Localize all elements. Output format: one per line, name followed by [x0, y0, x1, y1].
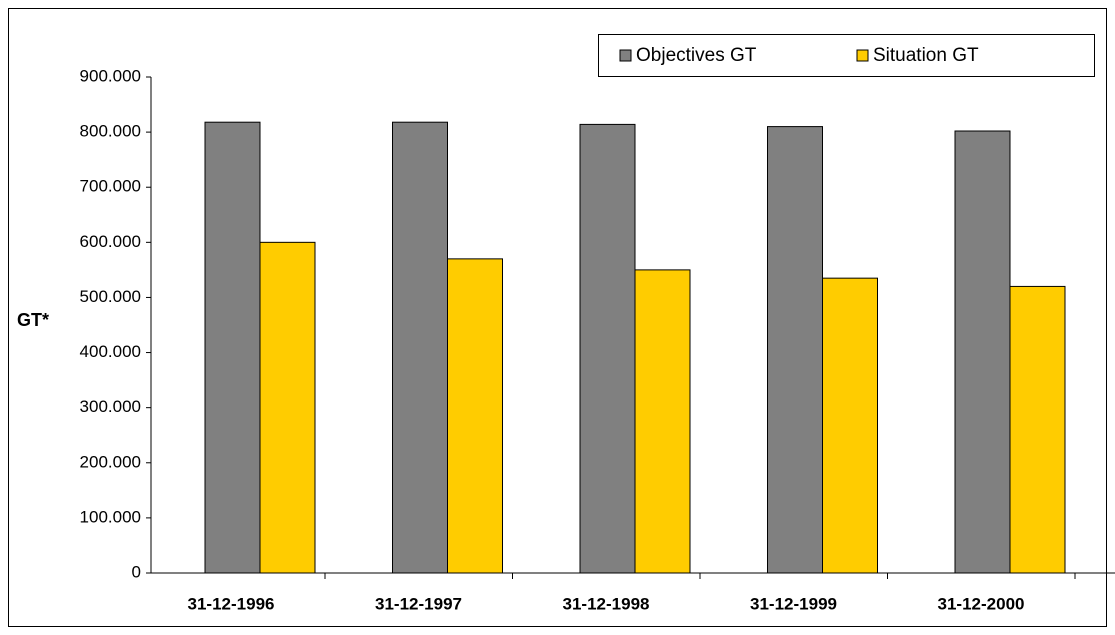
legend-swatch [856, 49, 869, 62]
x-tick-label: 31-12-1996 [188, 594, 275, 613]
y-tick-label: 700.000 [80, 177, 141, 196]
y-tick-label: 300.000 [80, 397, 141, 416]
y-tick-label: 800.000 [80, 122, 141, 141]
bar [822, 277, 878, 574]
x-tick-label: 31-12-2000 [938, 594, 1025, 613]
y-tick-label: 100.000 [80, 507, 141, 526]
x-tick-label: 31-12-1999 [750, 594, 837, 613]
legend-label: Objectives GT [636, 45, 757, 66]
legend-swatch [619, 49, 632, 62]
bar [634, 269, 691, 574]
y-tick-label: 400.000 [80, 342, 141, 361]
y-tick-label: 900.000 [80, 66, 141, 85]
y-tick-label: 500.000 [80, 287, 141, 306]
chart-border [8, 8, 1107, 627]
bar [447, 258, 503, 574]
y-axis-label: GT* [17, 310, 49, 330]
bar [954, 130, 1011, 574]
bar [259, 241, 316, 574]
legend-box [598, 34, 1095, 77]
x-tick-label: 31-12-1997 [375, 594, 462, 613]
y-tick-label: 600.000 [80, 232, 141, 251]
bar [392, 121, 448, 574]
bar [767, 126, 823, 574]
bar [579, 123, 636, 574]
y-tick-label: 200.000 [80, 452, 141, 471]
y-tick-label: 0 [132, 562, 141, 581]
bar [1009, 285, 1066, 574]
legend-label: Situation GT [873, 45, 979, 66]
x-tick-label: 31-12-1998 [563, 594, 650, 613]
bar [204, 121, 261, 574]
